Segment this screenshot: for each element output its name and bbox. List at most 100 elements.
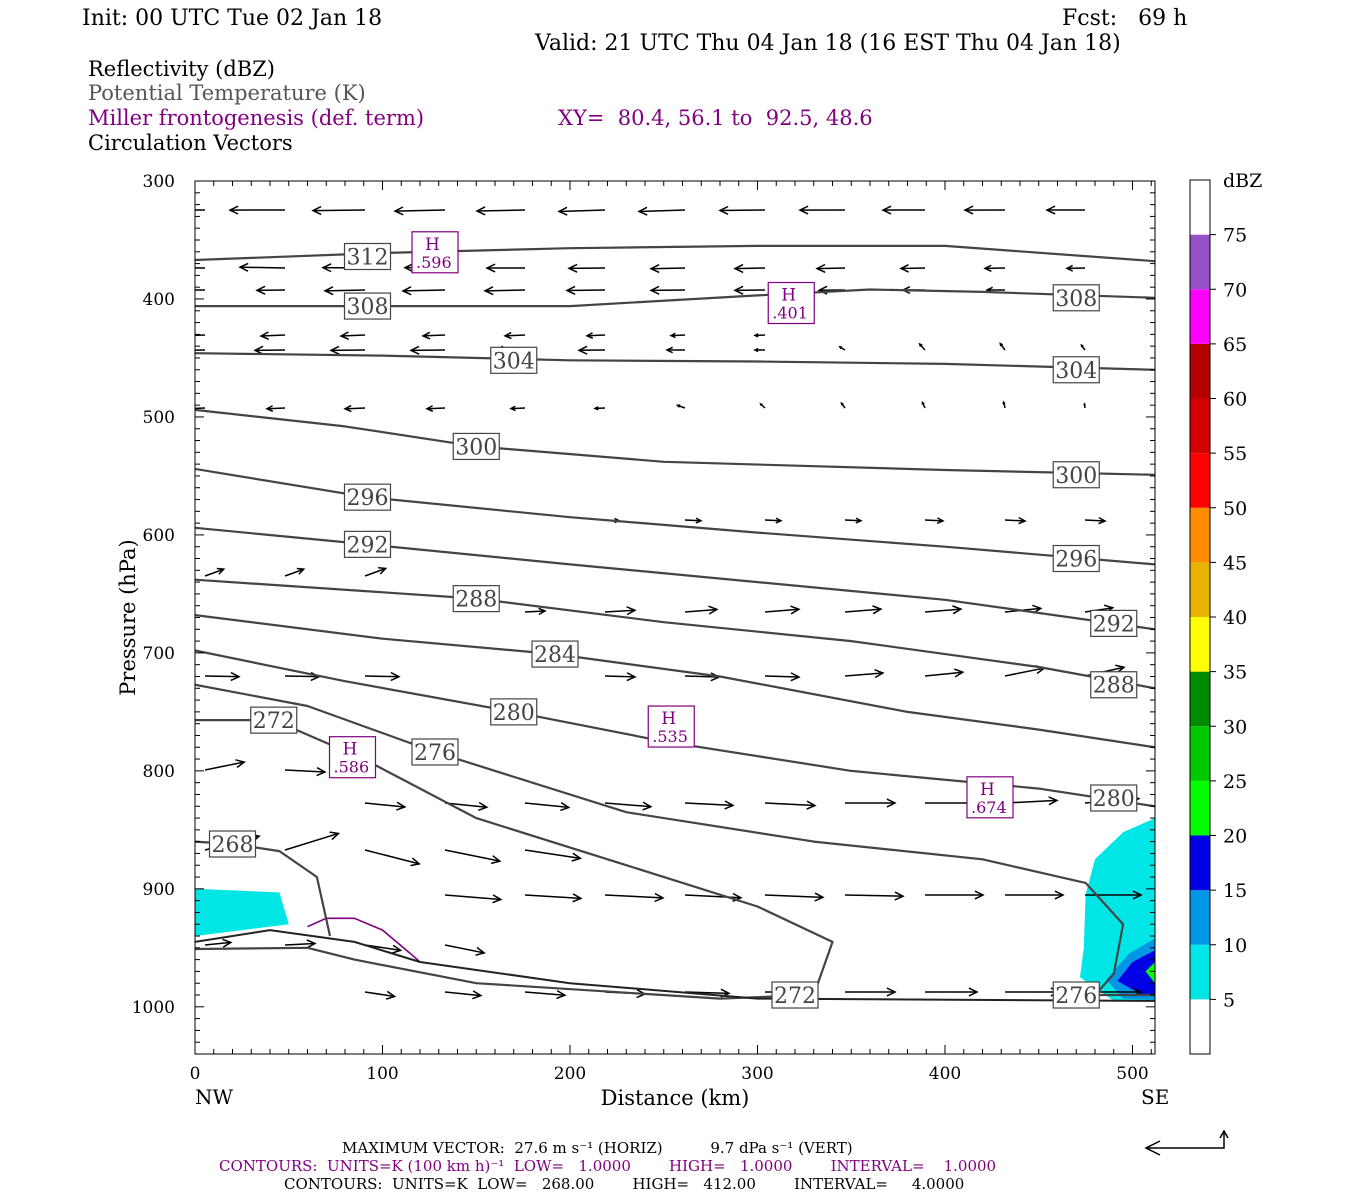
vector-head xyxy=(999,342,1004,347)
vector-head xyxy=(238,262,249,272)
circulation-vector xyxy=(364,990,397,1000)
circulation-vector xyxy=(918,342,926,351)
vector-shaft xyxy=(604,675,636,678)
vector-shaft xyxy=(524,894,581,900)
colorbar-segment xyxy=(1190,835,1210,891)
vector-shaft xyxy=(444,991,481,997)
colorbar-segment xyxy=(1190,343,1210,399)
vector-shaft xyxy=(1084,519,1106,522)
vector-head xyxy=(814,892,825,902)
theta-label-296: 296 xyxy=(347,486,389,511)
colorbar-tick-label: 60 xyxy=(1223,389,1247,411)
circulation-vector xyxy=(409,345,446,355)
init-time: Init: 00 UTC Tue 02 Jan 18 xyxy=(82,6,383,31)
vector-head xyxy=(675,404,681,408)
vector-shaft xyxy=(364,944,401,952)
circulation-vector xyxy=(444,944,486,956)
x-end-label-right: SE xyxy=(1141,1085,1169,1109)
circulation-vector xyxy=(1065,264,1086,272)
vector-head xyxy=(753,347,759,353)
vector-head xyxy=(695,517,703,524)
vector-head xyxy=(321,263,332,273)
x-tick-label: 0 xyxy=(190,1064,201,1084)
circulation-vector xyxy=(339,331,366,341)
theta-contour-276 xyxy=(195,683,1155,997)
theta-label-304-box xyxy=(1052,356,1100,384)
circulation-vector xyxy=(1085,890,1143,900)
vector-head xyxy=(669,332,676,339)
y-tick-label: 1000 xyxy=(132,998,175,1018)
vector-head xyxy=(235,759,246,769)
circulation-vector xyxy=(255,285,286,295)
vector-shaft xyxy=(284,769,325,773)
colorbar-tick-label: 15 xyxy=(1223,880,1247,902)
vector-head xyxy=(391,944,403,954)
vector-shaft xyxy=(764,675,800,678)
colorbar-tick-label: 45 xyxy=(1223,552,1247,574)
legend-frontogenesis: Miller frontogenesis (def. term) xyxy=(88,106,425,130)
theta-label-304-box xyxy=(490,346,538,374)
circulation-vector xyxy=(364,801,407,811)
vector-shaft xyxy=(284,568,305,577)
vector-head xyxy=(409,345,420,355)
vector-shaft xyxy=(604,894,663,899)
circulation-vector xyxy=(983,264,1006,273)
circulation-vector xyxy=(195,405,206,412)
circulation-vector xyxy=(684,800,735,810)
legend-reflectivity: Reflectivity (dBZ) xyxy=(88,57,276,81)
theta-label-304: 304 xyxy=(493,349,535,374)
vector-shaft xyxy=(924,608,961,613)
circulation-vector xyxy=(838,346,846,351)
vector-shaft xyxy=(284,675,320,678)
circulation-vector xyxy=(844,891,905,901)
x-tick-label: 400 xyxy=(929,1064,961,1084)
theta-label-276: 276 xyxy=(414,741,456,766)
colorbar-tick-label: 30 xyxy=(1223,716,1247,738)
circulation-vector xyxy=(1004,796,1059,806)
frontogenesis-contour-layer xyxy=(307,917,421,963)
circulation-vector xyxy=(684,605,719,615)
vector-shaft xyxy=(239,266,286,269)
vector-shaft xyxy=(422,334,446,337)
circulation-vector xyxy=(925,987,979,997)
vector-shaft xyxy=(844,519,862,522)
theta-label-308-box xyxy=(343,292,392,320)
vector-head xyxy=(983,264,992,273)
circulation-vector xyxy=(764,800,817,810)
vector-shaft xyxy=(364,675,400,678)
vector-head xyxy=(475,206,486,216)
vector-shaft xyxy=(684,519,702,522)
circulation-vector xyxy=(669,332,686,339)
colorbar-tick-label: 25 xyxy=(1223,771,1247,793)
colorbar-tick-label: 40 xyxy=(1223,607,1247,629)
y-axis-label: Pressure (hPa) xyxy=(116,539,140,695)
circulation-vector xyxy=(753,347,766,353)
vector-shaft xyxy=(344,407,366,410)
vector-head xyxy=(815,263,826,274)
circulation-vector xyxy=(1045,205,1086,215)
circulation-vector xyxy=(604,892,665,903)
colorbar-segment xyxy=(1190,289,1210,344)
circulation-vector xyxy=(604,606,637,616)
vector-head xyxy=(649,263,660,274)
theta-contour-304 xyxy=(195,352,1155,371)
vector-head xyxy=(503,331,512,340)
vector-head xyxy=(790,605,801,615)
theta-label-296-box xyxy=(1052,544,1100,573)
circulation-vector xyxy=(524,893,583,903)
vector-shaft xyxy=(586,334,606,337)
vector-head xyxy=(1115,664,1126,674)
vector-head xyxy=(296,567,306,575)
circulation-vector xyxy=(401,286,446,296)
theta-label-312-box xyxy=(343,242,392,271)
circulation-vector xyxy=(284,567,306,577)
theta-label-284: 284 xyxy=(534,643,576,668)
colorbar-segment xyxy=(1190,617,1210,672)
vector-head xyxy=(637,206,648,216)
theta-label-276: 276 xyxy=(1055,984,1097,1009)
circulation-vector xyxy=(665,346,686,354)
theta-contour-312 xyxy=(195,244,1155,263)
vector-head xyxy=(840,401,844,406)
theta-label-292: 292 xyxy=(347,533,389,558)
vector-shaft xyxy=(816,267,846,270)
